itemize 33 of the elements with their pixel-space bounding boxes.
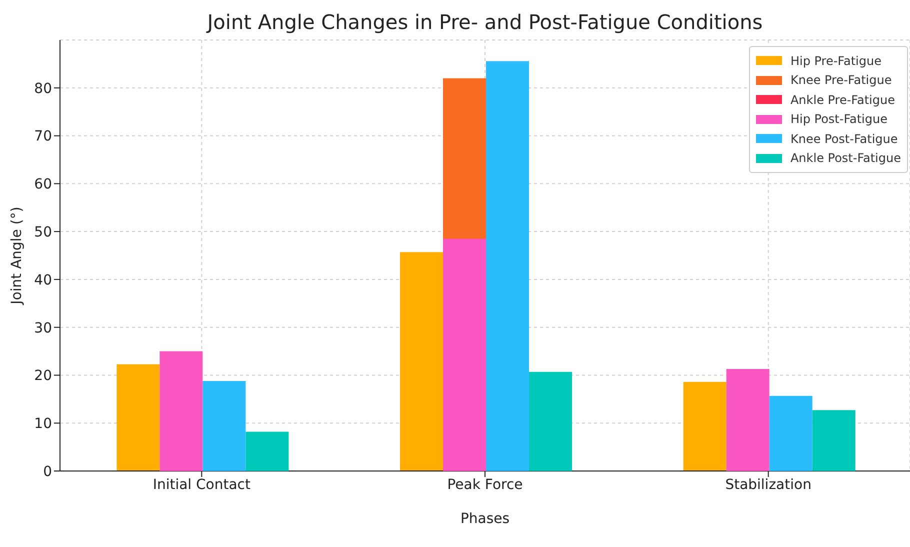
bar (486, 61, 529, 471)
x-axis-title: Phases (460, 511, 510, 527)
y-tick-label: 50 (34, 224, 52, 241)
legend-label: Hip Pre-Fatigue (790, 54, 882, 68)
y-tick-label: 70 (34, 128, 52, 145)
bar (202, 380, 246, 471)
legend-label: Knee Pre-Fatigue (790, 73, 892, 88)
y-tick-label: 20 (34, 368, 52, 384)
bar (116, 364, 160, 471)
y-tick-label: 40 (34, 272, 52, 288)
bar (683, 382, 726, 471)
x-tick-label: Initial Contact (152, 476, 251, 493)
x-tick-label: Stabilization (725, 476, 812, 493)
x-tick-label: Peak Force (447, 476, 523, 493)
bar (160, 351, 203, 471)
legend-label: Hip Post-Fatigue (790, 112, 888, 126)
bar (246, 432, 289, 471)
y-tick-label: 10 (34, 416, 52, 432)
bar (400, 252, 443, 471)
chart-title: Joint Angle Changes in Pre- and Post-Fatigue Conditions (205, 10, 764, 34)
y-tick-label: 80 (34, 80, 52, 97)
y-axis-title: Joint Angle (°) (8, 206, 25, 306)
y-tick-label: 0 (43, 464, 52, 480)
legend-label: Ankle Post-Fatigue (790, 151, 901, 166)
bar (443, 238, 486, 471)
bar (812, 410, 856, 471)
y-tick-label: 60 (34, 176, 52, 193)
legend-label: Ankle Pre-Fatigue (790, 92, 895, 107)
bar (769, 396, 812, 471)
bar (726, 368, 770, 471)
y-tick-label: 30 (34, 320, 52, 336)
bar (529, 372, 572, 471)
legend-label: Knee Post-Fatigue (790, 132, 898, 146)
